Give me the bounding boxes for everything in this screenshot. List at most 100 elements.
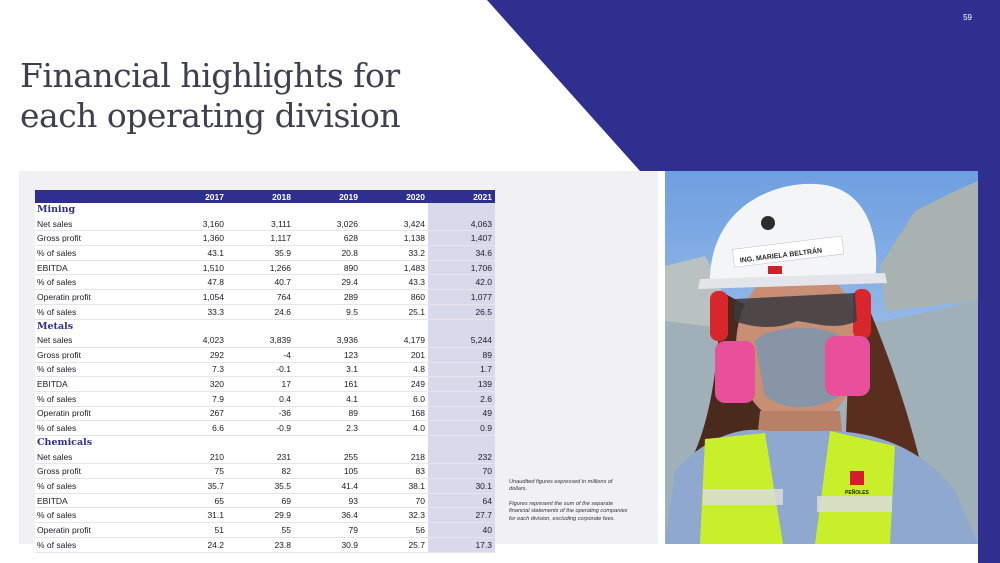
table-row: Net sales 4,023 3,839 3,936 4,179 5,244 (35, 333, 495, 348)
vest-right (815, 431, 895, 544)
value-cell-2020: 83 (361, 463, 428, 480)
value-cell-2019: 255 (294, 449, 361, 465)
value-cell-2018: 3,111 (227, 216, 294, 232)
value-cell-2019: 9.5 (294, 304, 361, 320)
value-cell-2020: 4,179 (361, 333, 428, 348)
value-cell-2018: 35.5 (227, 478, 294, 494)
value-cell-2019: 123 (294, 347, 361, 363)
value-cell-2019: 105 (294, 463, 361, 480)
value-cell-2017: 35.7 (160, 478, 227, 494)
value-cell-2017: 43.1 (160, 245, 227, 261)
earmuff-left (710, 291, 728, 341)
value-cell-2020: 1,483 (361, 260, 428, 276)
value-cell-2017: 7.3 (160, 362, 227, 378)
year-2020: 2020 (361, 190, 428, 203)
vest-stripe-right (817, 496, 892, 512)
row-label: % of sales (35, 507, 160, 524)
row-label: Gross profit (35, 347, 160, 363)
value-cell-2020: 218 (361, 449, 428, 465)
row-label: Operatin profit (35, 289, 160, 305)
filter-left (715, 341, 755, 403)
value-cell-2018: 231 (227, 449, 294, 465)
value-cell-2018: 23.8 (227, 537, 294, 553)
value-cell-2019: 890 (294, 260, 361, 276)
value-cell-2021: 42.0 (428, 274, 495, 291)
section-header-row: Metals (35, 319, 495, 334)
note-units: Unaudited figures expressed in millions … (509, 479, 613, 493)
row-label: % of sales (35, 274, 160, 291)
value-cell-2021: 1.7 (428, 362, 495, 378)
value-cell-2018: 1,117 (227, 230, 294, 247)
value-cell-2021: 89 (428, 347, 495, 363)
value-cell-2018: 0.4 (227, 391, 294, 407)
value-cell-2021: 4,063 (428, 216, 495, 232)
note-methodology: Figures represent the sum of the separat… (509, 501, 628, 522)
respirator (755, 327, 845, 408)
table-row: Operatin profit 51 55 79 56 40 (35, 522, 495, 538)
section-highlight-cell (428, 319, 495, 334)
value-cell-2019: 289 (294, 289, 361, 305)
value-cell-2018: 55 (227, 522, 294, 538)
value-cell-2019: 93 (294, 493, 361, 509)
table-row: Gross profit 75 82 105 83 70 (35, 463, 495, 480)
value-cell-2019: 36.4 (294, 507, 361, 524)
helmet-logo (768, 266, 782, 274)
value-cell-2019: 20.8 (294, 245, 361, 261)
year-2017: 2017 (160, 190, 227, 203)
value-cell-2018: 1,266 (227, 260, 294, 276)
row-label: % of sales (35, 478, 160, 494)
value-cell-2020: 201 (361, 347, 428, 363)
value-cell-2019: 29.4 (294, 274, 361, 291)
value-cell-2020: 70 (361, 493, 428, 509)
header-blank (35, 190, 160, 203)
table-row: Gross profit 292 -4 123 201 89 (35, 347, 495, 363)
value-cell-2017: 33.3 (160, 304, 227, 320)
row-label: Net sales (35, 216, 160, 232)
value-cell-2019: 161 (294, 376, 361, 392)
mountain-right (880, 181, 978, 311)
value-cell-2017: 1,054 (160, 289, 227, 305)
row-label: EBITDA (35, 376, 160, 392)
section-name: Chemicals (35, 435, 428, 450)
value-cell-2018: 764 (227, 289, 294, 305)
table-row: % of sales 31.1 29.9 36.4 32.3 27.7 (35, 507, 495, 524)
value-cell-2020: 43.3 (361, 274, 428, 291)
year-header-row: 2017 2018 2019 2020 2021 (35, 190, 495, 203)
value-cell-2020: 38.1 (361, 478, 428, 494)
year-2019: 2019 (294, 190, 361, 203)
table-row: % of sales 6.6 -0.9 2.3 4.0 0.9 (35, 420, 495, 436)
value-cell-2019: 2.3 (294, 420, 361, 436)
row-label: % of sales (35, 537, 160, 553)
table-row: Gross profit 1,360 1,117 628 1,138 1,407 (35, 230, 495, 247)
value-cell-2017: 320 (160, 376, 227, 392)
earmuff-right (853, 289, 871, 339)
value-cell-2017: 51 (160, 522, 227, 538)
value-cell-2021: 5,244 (428, 333, 495, 348)
value-cell-2021: 17.3 (428, 537, 495, 553)
value-cell-2017: 65 (160, 493, 227, 509)
value-cell-2021: 232 (428, 449, 495, 465)
vest-left (700, 433, 783, 544)
row-label: Operatin profit (35, 522, 160, 538)
value-cell-2017: 210 (160, 449, 227, 465)
value-cell-2021: 30.1 (428, 478, 495, 494)
table-row: % of sales 7.3 -0.1 3.1 4.8 1.7 (35, 362, 495, 378)
section-header-row: Mining (35, 203, 495, 217)
section-highlight-cell (428, 435, 495, 450)
value-cell-2019: 79 (294, 522, 361, 538)
value-cell-2021: 64 (428, 493, 495, 509)
helmet-lamp (761, 216, 775, 230)
value-cell-2021: 1,706 (428, 260, 495, 276)
helmet-brim (698, 273, 887, 289)
title-line-1: Financial highlights for (20, 56, 400, 95)
page-number: 59 (963, 13, 972, 22)
value-cell-2020: 1,138 (361, 230, 428, 247)
value-cell-2017: 7.9 (160, 391, 227, 407)
row-label: Net sales (35, 333, 160, 348)
section-name: Metals (35, 319, 428, 334)
value-cell-2017: 47.8 (160, 274, 227, 291)
value-cell-2018: -36 (227, 406, 294, 422)
table-row: EBITDA 1,510 1,266 890 1,483 1,706 (35, 260, 495, 276)
table-row: % of sales 7.9 0.4 4.1 6.0 2.6 (35, 391, 495, 407)
value-cell-2018: 40.7 (227, 274, 294, 291)
